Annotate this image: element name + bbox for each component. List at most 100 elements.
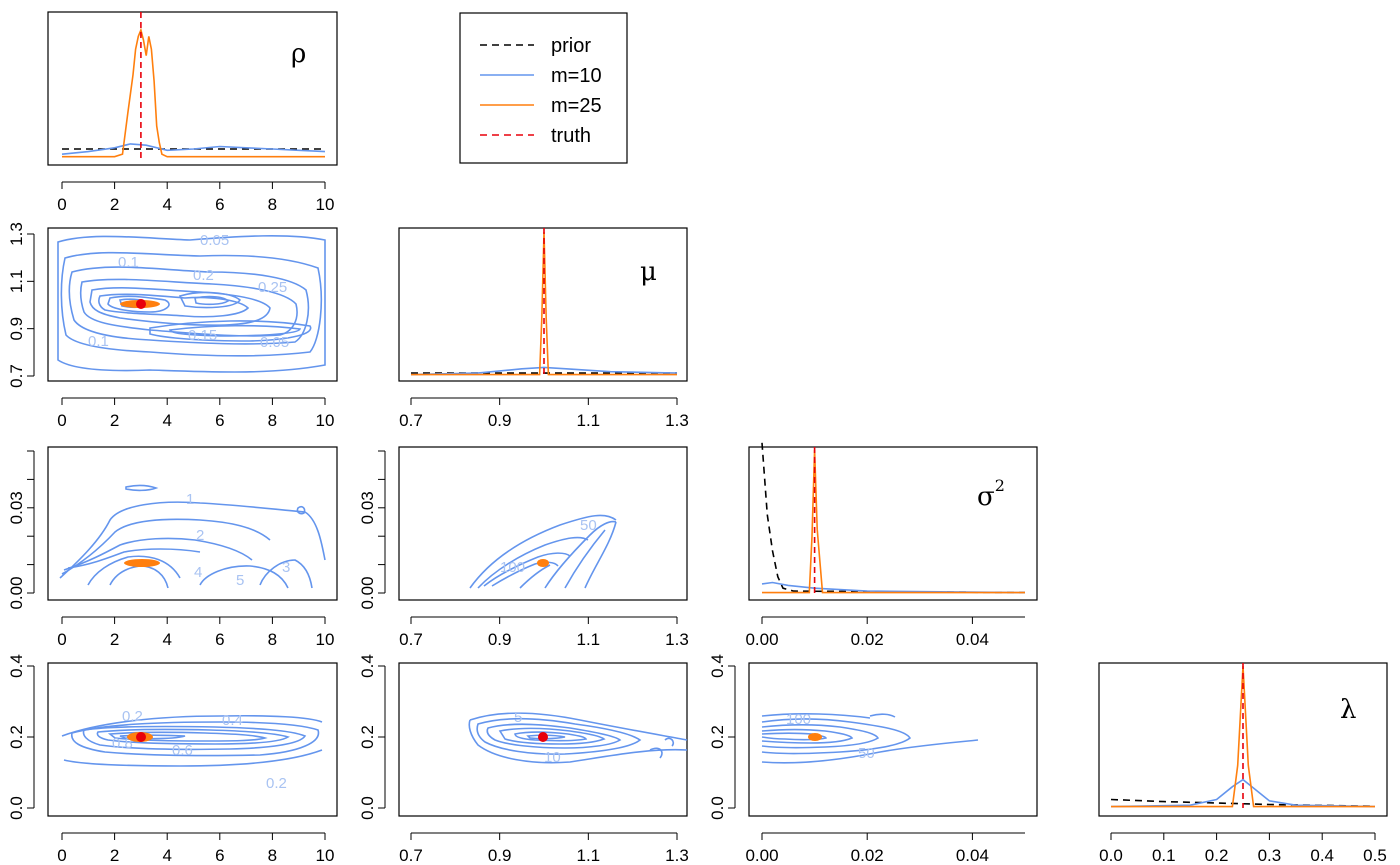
param-symbol-rho: ρ (291, 39, 306, 69)
contour-label: 0.05 (200, 232, 229, 249)
x-axis-lambda: 0.0 0.1 0.2 0.3 0.4 0.5 (1099, 832, 1387, 865)
y-tick-label: 0.4 (358, 654, 377, 678)
x-tick-label: 0 (57, 846, 66, 865)
x-axis-mu: 0.7 0.9 1.1 1.3 (399, 616, 689, 649)
contour-line (477, 536, 589, 589)
contour-label: 100 (786, 711, 811, 728)
x-tick-label: 6 (215, 846, 224, 865)
y-axis-sigma2: 0.00 0.03 (358, 450, 386, 610)
m25-posterior-cloud (808, 733, 822, 741)
contour-label: 10 (544, 749, 561, 766)
contour-label: 0.4 (222, 712, 243, 729)
x-axis-rho: 0 2 4 6 8 10 (57, 832, 334, 865)
contour-labels: 0.05 0.1 0.2 0.25 0.1 0.15 0.05 (88, 232, 289, 351)
contour-lines (57, 235, 326, 373)
x-tick-label: 0.00 (745, 630, 778, 649)
contour-line (296, 506, 306, 515)
x-tick-label: 0.02 (851, 630, 884, 649)
contour-label: 0.05 (260, 334, 289, 351)
contour-line (259, 559, 313, 589)
y-tick-label: 0.4 (7, 654, 26, 678)
legend-prior-label: prior (551, 35, 591, 57)
panel-frame (47, 446, 338, 601)
x-tick-label: 0.9 (488, 630, 512, 649)
panel-frame (398, 446, 688, 601)
contour-line (869, 713, 896, 718)
x-tick-label: 2 (110, 630, 119, 649)
x-tick-label: 0.00 (745, 846, 778, 865)
x-tick-label: 0 (57, 630, 66, 649)
y-axis-lambda: 0.0 0.2 0.4 (358, 654, 386, 820)
panel-sigma2-lambda-contour: 0.00 0.02 0.04 0.0 0.2 0.4 100 50 (708, 654, 1038, 865)
x-tick-label: 1.1 (577, 630, 601, 649)
contour-line (107, 731, 268, 742)
panel-frame (47, 662, 338, 817)
contour-line (476, 717, 642, 755)
contour-line (61, 518, 271, 575)
y-tick-label: 0.00 (358, 576, 377, 609)
legend-box (459, 12, 628, 164)
panel-mu-lambda-contour: 0.7 0.9 1.1 1.3 0.0 0.2 0.4 5 10 (358, 654, 689, 865)
x-tick-label: 0.2 (1205, 846, 1229, 865)
x-tick-label: 6 (215, 195, 224, 214)
truth-point (538, 732, 548, 742)
x-tick-label: 0.5 (1363, 846, 1387, 865)
contour-line (57, 235, 326, 373)
x-axis-mu: 0.7 0.9 1.1 1.3 (399, 832, 689, 865)
x-tick-label: 1.1 (577, 846, 601, 865)
contour-label: 50 (858, 745, 875, 762)
contour-line (761, 728, 854, 744)
y-tick-label: 0.4 (708, 654, 727, 678)
contour-line (544, 520, 617, 589)
contour-line (168, 324, 302, 337)
contour-label: 0.1 (118, 254, 139, 271)
contour-lines (468, 712, 688, 764)
contour-label: 0.2 (122, 708, 143, 725)
x-tick-label: 0.1 (1152, 846, 1176, 865)
contour-line (63, 537, 253, 571)
x-tick-label: 0.0 (1099, 846, 1123, 865)
x-tick-label: 1.3 (665, 846, 689, 865)
contour-line (584, 521, 617, 589)
contour-labels: 50 100 (500, 517, 597, 576)
contour-line (67, 548, 201, 569)
contour-label: 50 (580, 517, 597, 534)
legend-m25-label: m=25 (551, 95, 602, 117)
y-tick-label: 0.9 (7, 317, 26, 341)
x-tick-label: 0.02 (851, 846, 884, 865)
x-tick-label: 2 (110, 195, 119, 214)
contour-line (149, 320, 312, 342)
contour-label: 4 (194, 564, 202, 581)
sigma-glyph: σ (977, 482, 995, 512)
sigma2-density-curves (761, 442, 1026, 594)
x-tick-label: 0 (57, 411, 66, 430)
x-tick-label: 6 (215, 411, 224, 430)
y-tick-label: 1.1 (7, 270, 26, 294)
rho-density-curves (61, 12, 326, 158)
x-tick-label: 0.04 (956, 846, 989, 865)
x-tick-label: 4 (162, 846, 171, 865)
contour-line (107, 295, 170, 313)
contour-line (98, 293, 250, 318)
lambda-density-curves (1110, 663, 1376, 808)
contour-label: 2 (196, 527, 204, 544)
x-axis-sigma2: 0.00 0.02 0.04 (745, 832, 1025, 865)
panel-sigma2-marginal: 0.00 0.02 0.04 σ2 (745, 442, 1038, 649)
contour-line (178, 291, 242, 309)
contour-labels: 100 50 (786, 711, 875, 762)
contour-line (89, 287, 271, 326)
legend: prior m=10 m=25 truth (459, 12, 628, 164)
contour-labels: 5 10 (514, 709, 561, 766)
panel-rho-lambda-contour: 0 2 4 6 8 10 0.0 0.2 0.4 0.2 0.4 0.8 0.6 0.2 (7, 654, 338, 865)
m25-posterior-cloud (537, 559, 549, 567)
x-tick-label: 10 (316, 630, 335, 649)
contour-line (761, 732, 827, 741)
m10-curve (410, 366, 678, 376)
contour-line (649, 737, 675, 759)
sigma-superscript: 2 (995, 476, 1005, 495)
panel-mu-sigma2-contour: 0.7 0.9 1.1 1.3 0.00 0.03 50 100 (358, 446, 689, 649)
panel-rho-mu-contour: 0 2 4 6 8 10 0.7 0.9 1.1 1.3 0.05 0.1 0.2 0.25 0… (7, 222, 338, 430)
panel-frame (47, 11, 338, 166)
contour-line (59, 501, 326, 579)
y-tick-label: 0.0 (358, 796, 377, 820)
